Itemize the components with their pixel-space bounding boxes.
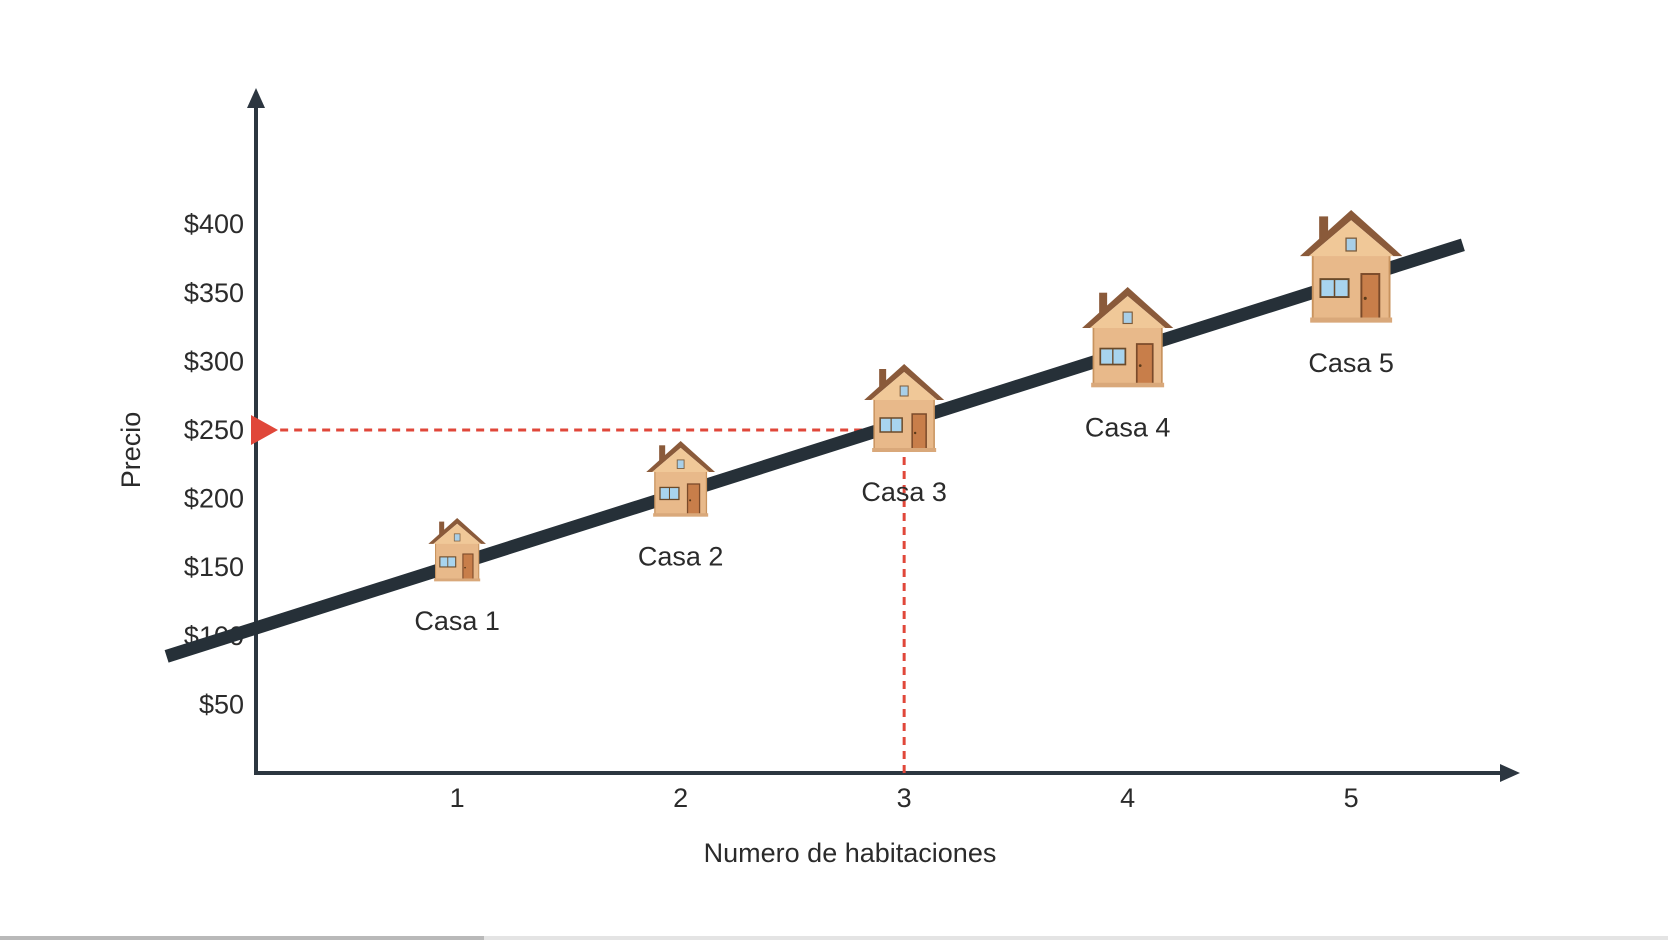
house-icon xyxy=(1299,209,1403,323)
x-tick-label: 1 xyxy=(450,783,465,813)
y-tick-label: $50 xyxy=(199,689,244,719)
x-axis-arrow-icon xyxy=(1500,764,1520,782)
y-tick-label: $150 xyxy=(184,552,244,582)
trend-line xyxy=(164,238,1465,663)
y-tick-label: $350 xyxy=(184,278,244,308)
y-tick-label: $200 xyxy=(184,484,244,514)
video-progress-fill xyxy=(0,936,484,940)
house-label: Casa 4 xyxy=(1085,412,1171,442)
x-tick-label: 4 xyxy=(1120,783,1135,813)
house-label: Casa 2 xyxy=(638,542,724,572)
y-axis-label: Precio xyxy=(116,412,146,489)
video-progress-bar[interactable] xyxy=(0,936,1668,940)
house-label: Casa 1 xyxy=(414,606,500,636)
house-icon xyxy=(1082,287,1174,388)
house-labels: Casa 1 Casa 2 Casa 3 Casa 4 Casa 5 xyxy=(414,348,1394,636)
x-tick-labels: 1 2 3 4 5 xyxy=(450,783,1359,813)
y-tick-labels: $50$100$150$200$250$300$350$400 xyxy=(184,209,244,719)
x-tick-label: 2 xyxy=(673,783,688,813)
house-icon xyxy=(864,364,945,452)
prediction-guides xyxy=(251,415,906,773)
house-points xyxy=(428,209,1403,582)
house-label: Casa 5 xyxy=(1308,348,1394,378)
trend-line-group xyxy=(164,238,1465,663)
y-tick-label: $250 xyxy=(184,415,244,445)
y-tick-label: $400 xyxy=(184,209,244,239)
x-tick-label: 5 xyxy=(1344,783,1359,813)
y-axis-arrow-icon xyxy=(247,88,265,108)
house-label: Casa 3 xyxy=(861,477,947,507)
house-icon xyxy=(646,441,716,517)
house-icon xyxy=(428,518,486,582)
x-axis-label: Numero de habitaciones xyxy=(704,838,997,868)
y-tick-label: $300 xyxy=(184,346,244,376)
x-tick-label: 3 xyxy=(897,783,912,813)
